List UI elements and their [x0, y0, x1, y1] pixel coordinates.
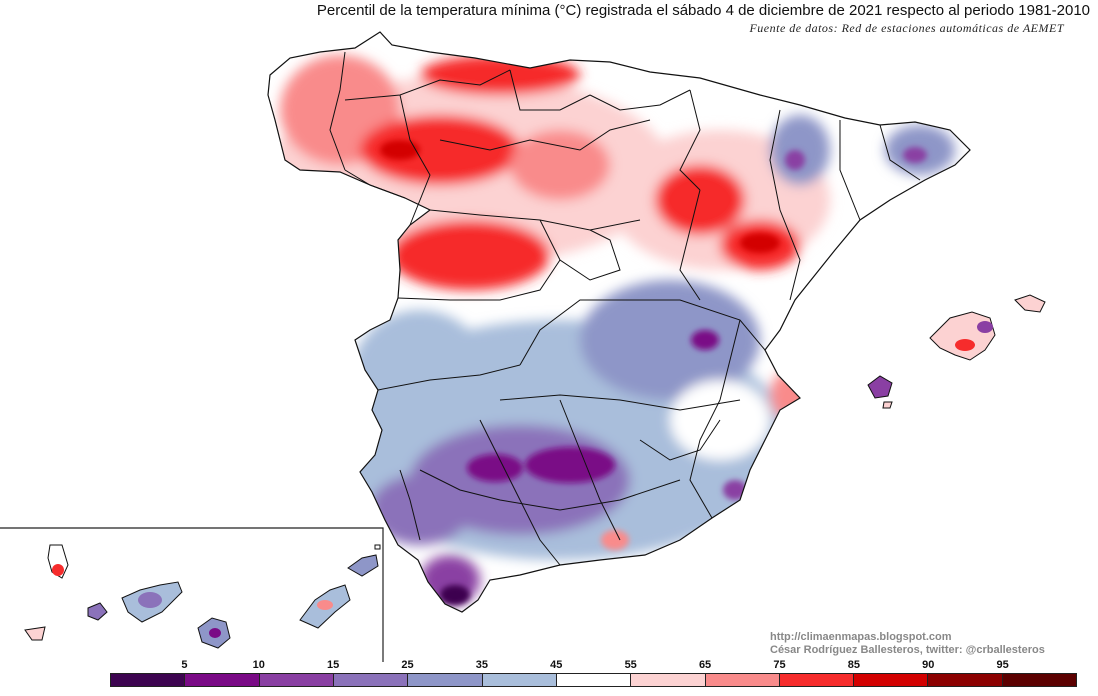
border-andalusia-mid: [479, 419, 561, 566]
border-extremadura: [397, 259, 561, 301]
legend-swatch: [408, 674, 483, 686]
legend-ticks: 5 10 15 25 35 45 55 65 75 85 90 95: [110, 659, 1077, 673]
legend-bar: [110, 673, 1077, 687]
legend-swatch: [779, 674, 855, 686]
legend-swatch: [333, 674, 409, 686]
legend-tick-label: 45: [550, 659, 563, 671]
percentile-field: [270, 55, 955, 605]
border-navarra: [679, 89, 701, 191]
border-leon: [399, 94, 431, 226]
cold-core-tarifa: [440, 585, 470, 605]
data-source: Fuente de datos: Red de estaciones autom…: [749, 21, 1064, 35]
menorca: [1014, 294, 1046, 313]
border-asturias: [344, 69, 511, 101]
cold-core-cuenca: [691, 330, 719, 350]
legend-tick-label: 25: [401, 659, 414, 671]
canary-inset: [0, 527, 384, 662]
warm-center-west: [390, 220, 550, 290]
inset-frame: [0, 527, 384, 662]
legend-swatch: [259, 674, 334, 686]
border-cantabria: [509, 69, 591, 111]
legend-swatch: [928, 674, 1003, 686]
gran-canaria-core: [209, 628, 221, 638]
fuerteventura-warm: [317, 600, 333, 610]
author: César Rodríguez Ballesteros, twitter: @c…: [770, 644, 1045, 656]
border-catalonia-2: [879, 124, 921, 181]
cold-west: [350, 310, 490, 450]
balearic-islands: [867, 294, 1046, 409]
cold-core-almeria: [723, 480, 747, 500]
mainland-spain: [267, 31, 971, 613]
border-portugal: [344, 169, 406, 199]
warm-ebro: [655, 165, 745, 235]
border-basque: [589, 89, 691, 111]
legend-swatch: [185, 674, 260, 686]
el-hierro: [24, 626, 46, 641]
border-clm-south: [499, 394, 741, 411]
border-galicia: [329, 51, 346, 171]
border-madrid: [539, 219, 621, 281]
page-title: Percentil de la temperatura mínima (°C) …: [316, 2, 1090, 19]
tenerife-cold: [138, 592, 162, 608]
border-valencia: [689, 319, 741, 519]
border-aragon-w: [679, 189, 701, 301]
legend-tick-label: 15: [327, 659, 340, 671]
cold-core-catalonia: [903, 147, 927, 163]
mallorca-warm-spot: [955, 339, 975, 351]
legend-swatch: [854, 674, 929, 686]
border-cyl-mid: [439, 119, 651, 151]
legend-swatch: [111, 674, 186, 686]
mallorca-cold-spot: [977, 321, 993, 333]
border-huelva: [399, 469, 421, 541]
cold-core-cordoba: [525, 447, 615, 483]
legend-swatch: [1002, 674, 1077, 686]
legend-swatch: [556, 674, 632, 686]
cold-core-sevilla: [467, 454, 523, 482]
legend-tick-label: 95: [996, 659, 1009, 671]
credits: http://climaenmapas.blogspot.com César R…: [770, 631, 1045, 657]
warm-valencia: [770, 370, 810, 420]
border-murcia: [639, 419, 721, 461]
lanzarote: [347, 554, 379, 577]
formentera: [882, 401, 893, 409]
legend-swatch: [631, 674, 706, 686]
legend-tick-label: 90: [922, 659, 935, 671]
hot-core-zaragoza: [740, 233, 780, 253]
legend-swatch: [705, 674, 780, 686]
cold-huelva: [370, 475, 470, 545]
legend-tick-label: 35: [475, 659, 489, 671]
warm-burgos: [510, 130, 610, 200]
legend-tick-label: 10: [252, 659, 265, 671]
legend-tick-label: 55: [624, 659, 637, 671]
cold-pyrenees: [770, 115, 830, 185]
border-andalusia-2: [559, 399, 621, 541]
la-graciosa: [374, 544, 381, 550]
warm-castilla-leon: [360, 115, 520, 185]
blog-url: http://climaenmapas.blogspot.com: [770, 631, 952, 643]
color-legend: 5 10 15 25 35 45 55 65 75 85 90 95: [110, 659, 1077, 689]
legend-tick-label: 5: [181, 659, 188, 671]
warm-core-murcia: [601, 530, 629, 550]
legend-tick-label: 65: [698, 659, 712, 671]
border-catalonia: [839, 120, 861, 221]
province-borders: [267, 31, 971, 613]
legend-tick-label: 75: [773, 659, 786, 671]
mallorca: [929, 311, 996, 361]
la-palma-warm: [52, 564, 64, 576]
border-aragon-e: [769, 109, 801, 301]
mainland-outline: [267, 31, 971, 613]
legend-swatch: [482, 674, 557, 686]
la-gomera: [87, 602, 108, 621]
cold-center-east: [580, 280, 760, 400]
legend-tick-label: 85: [847, 659, 860, 671]
border-extremadura-s: [377, 364, 521, 391]
hot-core-leon: [380, 140, 420, 160]
border-andalusia-3: [419, 469, 681, 511]
cold-core-pyrenees: [785, 150, 805, 170]
ibiza: [867, 375, 893, 399]
